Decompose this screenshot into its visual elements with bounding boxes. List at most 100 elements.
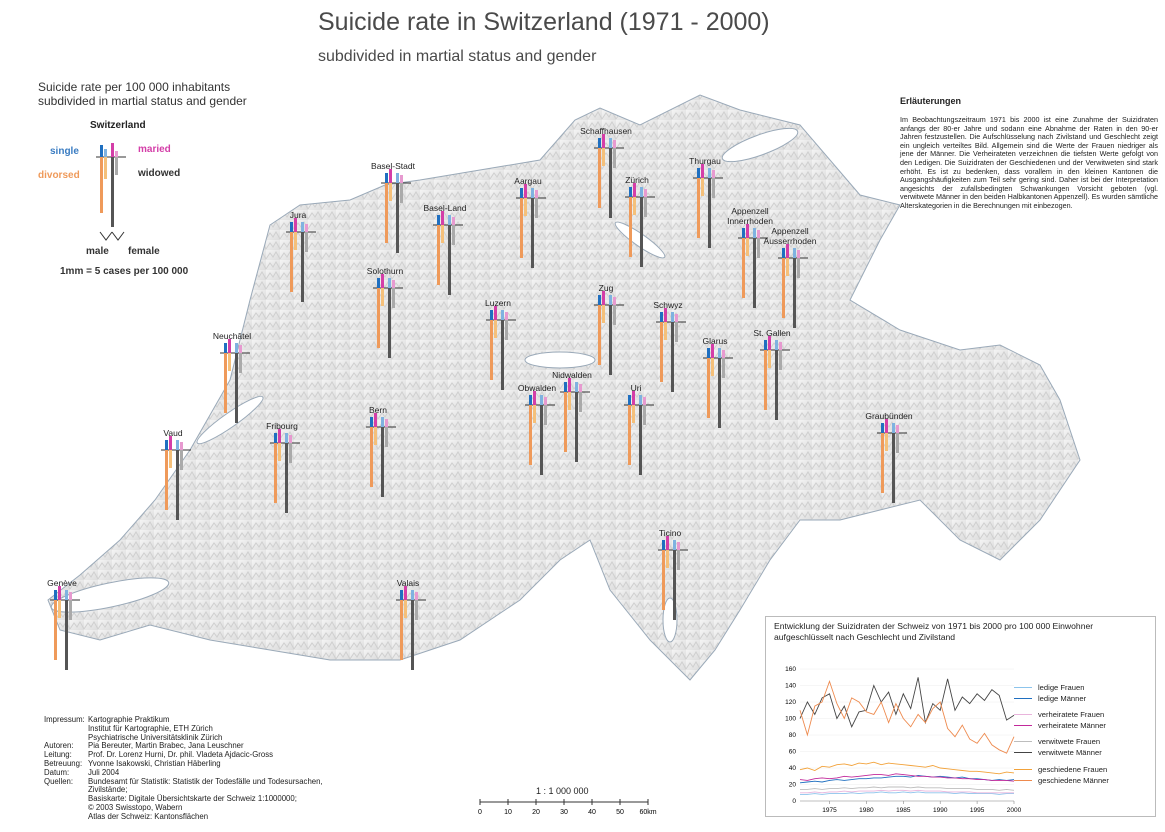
canton-label: Genève: [47, 578, 77, 588]
x-tick-label: 1985: [896, 807, 911, 814]
chart-legend-entry: ledige Frauen: [1014, 683, 1084, 692]
canton-bars: [778, 244, 808, 328]
legend-male: male: [86, 246, 109, 257]
chart-legend-entry: geschiedene Männer: [1014, 776, 1109, 785]
legend-widowed: widowed: [138, 168, 181, 179]
chart-legend-label: geschiedene Frauen: [1038, 765, 1108, 774]
explanation-box: Erläuterungen Im Beobachtungszeitraum 19…: [900, 96, 1158, 211]
scale-tick-label: 50: [616, 809, 624, 816]
chart-legend-label: verwitwete Männer: [1038, 748, 1102, 757]
canton-bars: [693, 164, 723, 248]
chart-legend-label: ledige Frauen: [1038, 683, 1085, 692]
canton-label: Graubünden: [865, 411, 913, 421]
canton-label: Bern: [369, 405, 387, 415]
scale-tick-label: 30: [560, 809, 568, 816]
chart-legend-entry: verwitwete Männer: [1014, 748, 1102, 757]
legend: Suicide rate per 100 000 inhabitants sub…: [38, 80, 278, 277]
impressum-row: © 2003 Swisstopo, Wabern: [44, 802, 358, 813]
y-tick-label: 100: [785, 716, 796, 723]
chart-legend-swatch: [1014, 687, 1032, 688]
canton-label: Jura: [289, 210, 307, 220]
legend-divorced: divorsed: [38, 170, 80, 181]
impressum-key: Leitung:: [44, 750, 72, 760]
impressum-value: Yvonne Isakowski, Christian Häberling: [88, 758, 221, 768]
y-tick-label: 120: [785, 699, 796, 706]
x-tick-label: 1980: [859, 807, 874, 814]
canton-label: Fribourg: [266, 421, 298, 431]
y-tick-label: 160: [785, 666, 796, 673]
x-tick-label: 2000: [1007, 807, 1022, 814]
legend-scale-note: 1mm = 5 cases per 100 000: [60, 266, 189, 277]
lake-lucerne: [524, 351, 596, 369]
chart-legend-label: ledige Männer: [1038, 694, 1087, 703]
chart-legend-swatch: [1014, 741, 1032, 742]
chart-legend-swatch: [1014, 752, 1032, 753]
legend-married: maried: [138, 144, 171, 155]
impressum-key: Datum:: [44, 767, 70, 777]
canton-bars: [286, 218, 316, 302]
series-line: [799, 773, 1015, 782]
impressum-row: Autoren: Pia Bereuter, Martin Brabec, Jan…: [44, 742, 358, 751]
y-tick-label: 80: [789, 732, 797, 739]
trend-chart-title: Entwicklung der Suizidraten der Schweiz …: [774, 621, 1094, 642]
canton-label: St. Gallen: [753, 328, 791, 338]
impressum-value: © 2003 Swisstopo, Wabern: [88, 802, 183, 812]
scale-tick-label: 60km: [639, 809, 656, 816]
canton-label: Basel-Land: [423, 203, 467, 213]
chart-legend-label: geschiedene Männer: [1038, 776, 1109, 785]
canton-label: Obwalden: [517, 383, 557, 393]
canton-bars: [525, 391, 555, 475]
y-tick-label: 0: [792, 798, 796, 805]
scale-ruler: 0 10 20 30 40 50 60km: [478, 799, 657, 816]
impressum-key: Impressum:: [44, 715, 85, 724]
canton-bars: [270, 429, 300, 513]
map-title: Suicide rate in Switzerland (1971 - 2000…: [318, 8, 770, 36]
canton-label: Schaffhausen: [580, 126, 632, 136]
map-subtitle: subdivided in martial status and gender: [318, 48, 597, 65]
legend-region: Switzerland: [90, 120, 146, 131]
lake-geneva: [50, 577, 170, 613]
chart-legend-label: verwitwete Frauen: [1038, 737, 1101, 746]
explanation-text: Im Beobachtungszeitraum 1971 bis 2000 is…: [900, 115, 1158, 210]
chart-legend-entry: verwitwete Frauen: [1014, 737, 1100, 746]
canton-label: Valais: [396, 578, 420, 588]
canton-bars: [161, 436, 191, 520]
canton-label: Aargau: [514, 176, 542, 186]
legend-title-2: subdivided in martial status and gender: [38, 94, 247, 108]
canton-bars: [760, 336, 790, 420]
canton-bars: [366, 413, 396, 497]
impressum-key: [44, 725, 88, 734]
canton-label: Uri: [630, 383, 642, 393]
canton-label: Vaud: [163, 428, 183, 438]
canton-bars: [560, 378, 590, 462]
canton-bars: [656, 308, 686, 392]
impressum-row: Psychiatrische Universitätsklinik Zürich: [44, 733, 358, 743]
canton-bars: [396, 586, 426, 670]
impressum-row: Institut für Kartographie, ETH Zürich: [44, 723, 358, 734]
canton-label: Schwyz: [653, 300, 683, 310]
canton-bars: [486, 306, 516, 390]
impressum: Impressum: Kartographie Praktikum Institut…: [44, 715, 358, 822]
impressum-row: Leitung: Prof. Dr. Lorenz Hurni, Dr. phil…: [44, 750, 358, 760]
legend-female: female: [128, 246, 160, 257]
canton-bars: [658, 536, 688, 620]
impressum-value: Bundesamt für Statistik: Statistik der T…: [88, 776, 323, 795]
canton-label: Appenzell Ausserrhoden: [763, 226, 817, 246]
trend-chart-plot: 0 20 40 60 80 100 120 140 160 1975 1980 1985 1990 199…: [785, 666, 1022, 814]
impressum-row: Datum: Juli 2004: [44, 767, 358, 778]
chart-legend-entry: verheiratete Männer: [1014, 721, 1106, 730]
series-line: [799, 680, 1015, 754]
canton-bars: [433, 211, 463, 295]
canton-label: Solothurn: [366, 266, 404, 276]
impressum-value: Institut für Kartographie, ETH Zürich: [88, 723, 213, 733]
canton-label: Zürich: [625, 175, 649, 185]
canton-bars: [594, 291, 624, 375]
series-line: [800, 791, 1014, 795]
y-tick-label: 140: [785, 683, 796, 690]
canton-bars: [516, 184, 546, 268]
legend-title-1: Suicide rate per 100 000 inhabitants: [38, 80, 231, 94]
impressum-key: [44, 804, 88, 813]
chart-legend-entry: verheiratete Frauen: [1014, 710, 1104, 719]
impressum-value: Kartographie Praktikum: [88, 715, 170, 724]
